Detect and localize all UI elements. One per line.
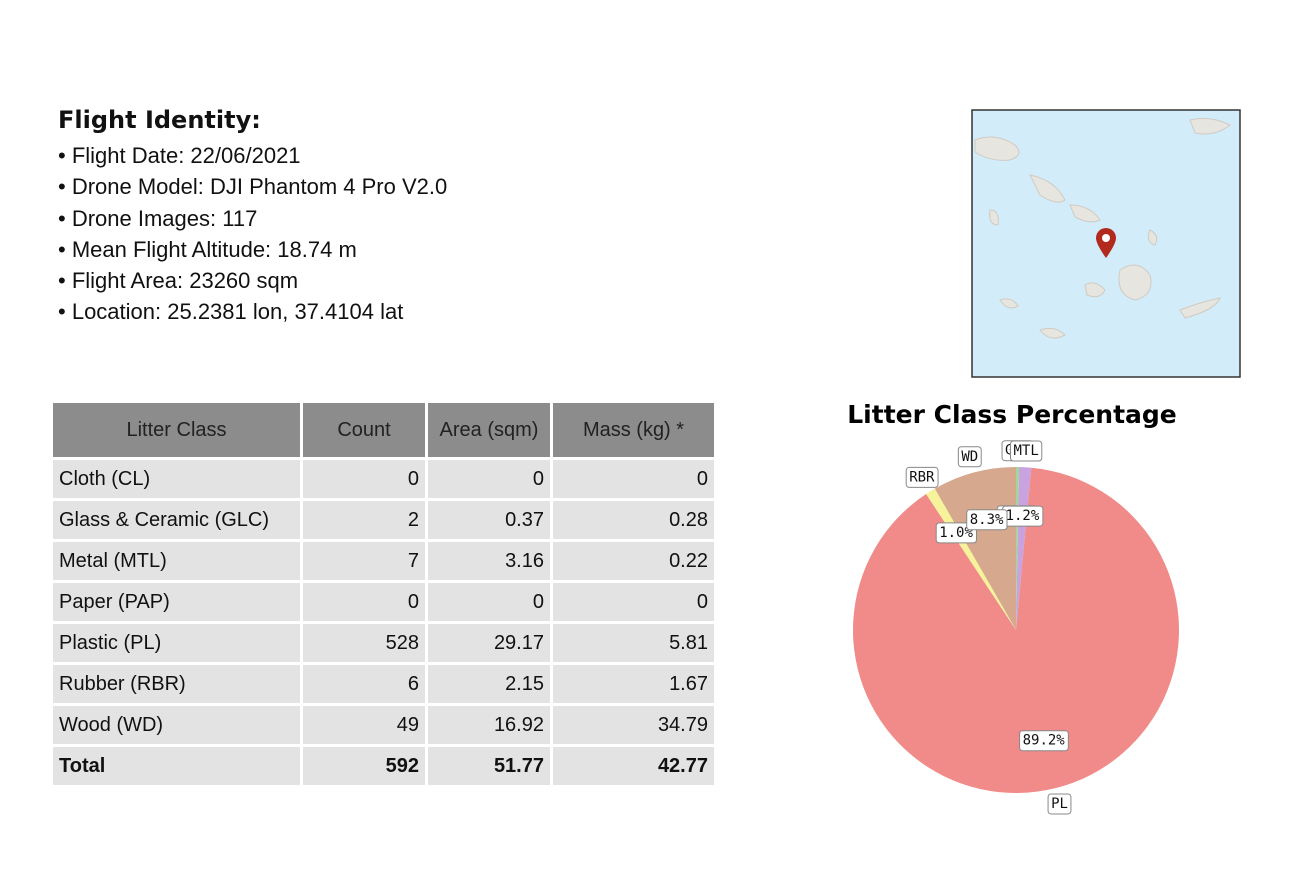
label-box	[905, 466, 939, 488]
info-item: • Drone Model: DJI Phantom 4 Pro V2.0	[58, 174, 448, 200]
slice-label: GLC	[1001, 440, 1034, 462]
total-cell: 592	[300, 744, 428, 788]
pie-slice	[1016, 467, 1032, 630]
table-cell: 2.15	[425, 662, 553, 706]
table-row: Plastic (PL) 528 29.17 5.81	[50, 621, 717, 665]
percent-label-text: 1.0%	[939, 525, 973, 541]
table-cell: 6	[300, 662, 428, 706]
section-title: Flight Identity:	[58, 106, 261, 134]
info-text: Drone Images: 117	[71, 205, 258, 231]
table-cell: 0	[425, 457, 553, 501]
percent-label: 1.0%	[935, 522, 978, 544]
table-cell: 16.92	[425, 703, 553, 747]
info-text: Location: 25.2381 lon, 37.4104 lat	[71, 299, 404, 325]
percent-label: 8.3%	[966, 509, 1008, 531]
label-box	[935, 522, 978, 544]
table-cell: Cloth (CL)	[50, 457, 303, 501]
table-cell: 0	[300, 580, 428, 624]
label-box	[996, 505, 1039, 527]
percent-label-text: 89.2%	[1023, 733, 1066, 749]
label-box	[957, 446, 982, 468]
info-item: • Flight Date: 22/06/2021	[58, 143, 301, 168]
table-cell: 0.22	[550, 539, 717, 583]
table-row: Glass & Ceramic (GLC) 2 0.37 0.28	[50, 498, 717, 542]
table-cell: 0	[550, 457, 717, 501]
table-cell: 0	[550, 580, 717, 624]
total-cell: 42.77	[550, 744, 717, 788]
slice-label: RBR	[905, 466, 939, 488]
table-cell: 0.37	[425, 498, 553, 542]
table-cell: Plastic (PL)	[50, 621, 303, 665]
pie-slice	[852, 467, 1179, 793]
header-cell: Mass (kg) *	[550, 400, 717, 460]
slice-label: PL	[1047, 793, 1072, 815]
slice-label-text: GLC	[1005, 443, 1030, 459]
flight-identity: Flight Identity: • Flight Date: 22/06/20…	[58, 106, 447, 328]
total-cell: 51.77	[425, 744, 553, 788]
table-cell: 0	[300, 457, 428, 501]
table-cell: 5.81	[550, 621, 717, 665]
table-cell: 3.16	[425, 539, 553, 583]
slice-label-text: PL	[1051, 796, 1068, 812]
table-row: Rubber (RBR) 6 2.15 1.67	[50, 662, 717, 706]
table-row: Paper (PAP) 0 0 0	[50, 580, 717, 624]
label-box	[1002, 505, 1044, 527]
slice-label: MTL	[1009, 440, 1043, 462]
header-row: Litter Class Count Area (sqm) Mass (kg) *	[50, 400, 717, 460]
header-cell: Litter Class	[50, 400, 303, 460]
percent-label: 1.2%	[1002, 505, 1044, 527]
table-cell: 0	[425, 580, 553, 624]
label-box	[1047, 793, 1072, 815]
info-text: Flight Area: 23260 sqm	[71, 268, 299, 294]
pie-slice	[1016, 467, 1020, 630]
label-box	[1019, 730, 1069, 752]
table-cell: 1.67	[550, 662, 717, 706]
table-cell: 49	[300, 703, 428, 747]
info-item: • Drone Images: 117	[58, 205, 258, 231]
table-cell: 528	[300, 621, 428, 665]
info-item: • Location: 25.2381 lon, 37.4104 lat	[58, 299, 404, 325]
slice-label-text: MTL	[1013, 443, 1038, 459]
percent-label: 0.3%	[996, 505, 1039, 527]
percent-label: 89.2%	[1019, 730, 1069, 752]
table-cell: 2	[300, 498, 428, 542]
total-cell: Total	[50, 744, 303, 788]
slice-label: WD	[957, 446, 982, 468]
chart-title: Litter Class Percentage	[847, 400, 1177, 429]
litter-table: Litter Class Count Area (sqm) Mass (kg) * Cl…	[50, 400, 717, 788]
table-cell: 34.79	[550, 703, 717, 747]
pie-slice	[934, 467, 1016, 630]
map	[971, 109, 1241, 378]
info-text: Mean Flight Altitude: 18.74 m	[71, 236, 357, 262]
label-box	[966, 509, 1008, 531]
total-row: Total 592 51.77 42.77	[50, 744, 717, 788]
table-row: Wood (WD) 49 16.92 34.79	[50, 703, 717, 747]
table-cell: 29.17	[425, 621, 553, 665]
info-item: • Flight Area: 23260 sqm	[58, 268, 299, 294]
slice-label-text: WD	[961, 449, 978, 465]
table-cell: 7	[300, 539, 428, 583]
pie-slice	[926, 488, 1016, 630]
table-cell: Rubber (RBR)	[50, 662, 303, 706]
percent-label-text: 1.2%	[1006, 508, 1040, 524]
header-cell: Area (sqm)	[425, 400, 553, 460]
table-row: Metal (MTL) 7 3.16 0.22	[50, 539, 717, 583]
header-cell: Count	[300, 400, 428, 460]
info-item: • Mean Flight Altitude: 18.74 m	[58, 236, 357, 262]
info-text: Drone Model: DJI Phantom 4 Pro V2.0	[71, 174, 448, 200]
label-box	[1009, 440, 1043, 462]
table-cell: Paper (PAP)	[50, 580, 303, 624]
table-row: Cloth (CL) 0 0 0	[50, 457, 717, 501]
percent-label-text: 8.3%	[970, 512, 1004, 528]
table-cell: Metal (MTL)	[50, 539, 303, 583]
table-cell: Glass & Ceramic (GLC)	[50, 498, 303, 542]
percent-label-text: 0.3%	[1000, 508, 1034, 524]
info-text: Flight Date: 22/06/2021	[71, 143, 301, 168]
label-box	[1001, 440, 1034, 462]
table-cell: 0.28	[550, 498, 717, 542]
slice-label-text: RBR	[909, 469, 935, 485]
table-cell: Wood (WD)	[50, 703, 303, 747]
